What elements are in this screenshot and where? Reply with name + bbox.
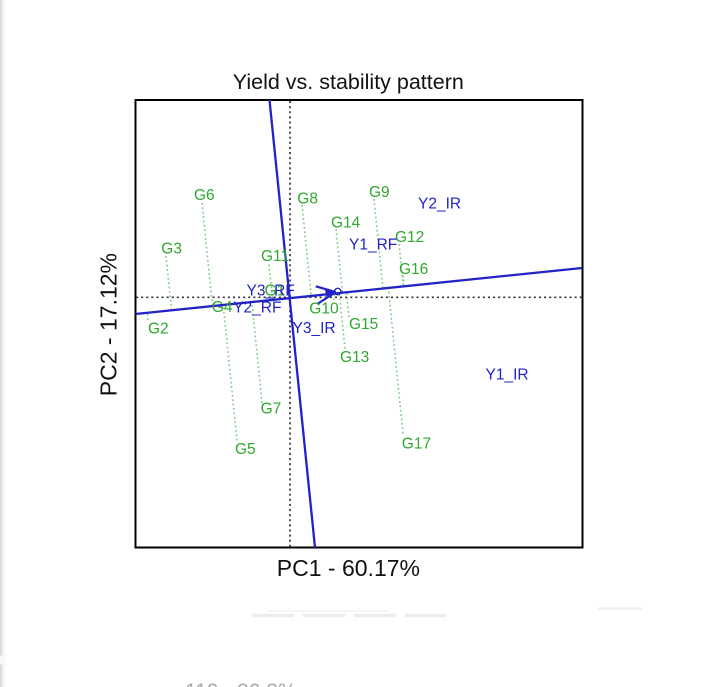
svg-text:G4: G4: [212, 299, 233, 316]
svg-text:G7: G7: [261, 401, 282, 418]
svg-text:G12: G12: [395, 229, 424, 246]
svg-text:Y2_RF: Y2_RF: [233, 299, 281, 316]
svg-text:G13: G13: [340, 349, 369, 366]
svg-text:G5: G5: [235, 441, 256, 458]
svg-text:Y2_IR: Y2_IR: [418, 195, 461, 212]
svg-text:G11: G11: [261, 248, 289, 265]
svg-text:G6: G6: [194, 187, 215, 204]
svg-text:PC1 - 60.17%: PC1 - 60.17%: [277, 555, 420, 581]
svg-text:G2: G2: [148, 321, 169, 338]
svg-text:110 - 30.3%: 110 - 30.3%: [185, 680, 297, 687]
svg-text:G8: G8: [297, 190, 318, 207]
svg-text:G1: G1: [265, 282, 286, 299]
svg-text:Y1_IR: Y1_IR: [486, 366, 529, 383]
svg-text:G10: G10: [309, 300, 339, 317]
svg-text:G9: G9: [369, 184, 390, 201]
svg-text:Yield vs. stability pattern: Yield vs. stability pattern: [233, 70, 464, 94]
svg-text:G14: G14: [331, 215, 361, 232]
svg-text:G16: G16: [399, 261, 428, 278]
svg-text:Y3_RF: Y3_RF: [247, 282, 295, 299]
svg-text:PC2 - 17.12%: PC2 - 17.12%: [96, 253, 122, 396]
svg-text:G3: G3: [161, 241, 182, 258]
svg-text:G15: G15: [349, 316, 378, 333]
svg-text:Y1_RF: Y1_RF: [349, 237, 397, 254]
svg-text:Y3_IR: Y3_IR: [293, 320, 336, 337]
svg-text:G17: G17: [402, 435, 431, 452]
